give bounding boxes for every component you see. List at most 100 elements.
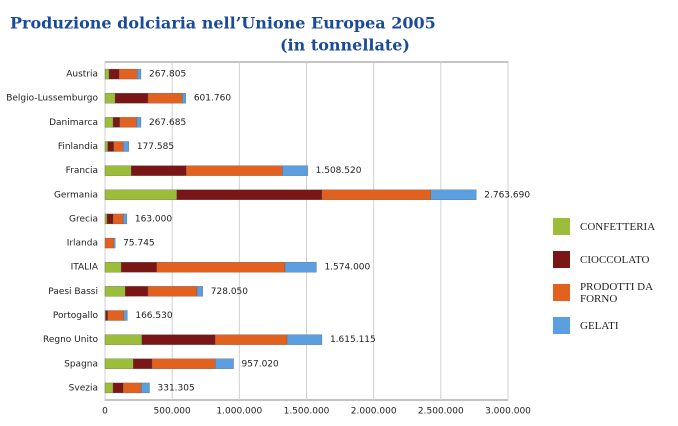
bar-segment	[122, 382, 142, 394]
bar-segment	[104, 93, 116, 104]
bar-segment	[104, 286, 126, 297]
bar-segment	[118, 68, 138, 80]
bar-segment	[105, 310, 108, 321]
x-tick-label: 1.500.000	[284, 407, 330, 417]
bar-segment	[147, 93, 183, 104]
y-tick-label: Irlanda	[67, 239, 98, 249]
x-tick-label: 1.000.000	[216, 407, 262, 417]
y-tick-label: ITALIA	[71, 263, 99, 273]
bar-segment	[123, 310, 128, 321]
bar-segment	[106, 213, 114, 225]
bar-segment	[114, 93, 149, 104]
legend-label: CIOCCOLATO	[580, 253, 650, 266]
bar-segment	[282, 165, 308, 176]
total-label: 728.050	[211, 287, 248, 297]
total-label: 166.530	[135, 311, 172, 321]
bar-segment	[215, 358, 234, 369]
bar-segment	[133, 358, 153, 369]
bar-segment	[113, 141, 124, 152]
legend-item: CONFETTERIA	[553, 210, 678, 243]
bar-segment	[284, 262, 317, 273]
bar-segment	[125, 286, 149, 297]
bar-segment	[119, 117, 137, 128]
bar-segment	[104, 117, 114, 128]
y-tick-label: Finlandia	[58, 142, 98, 152]
bar-segment	[430, 189, 477, 200]
total-label: 163.000	[135, 214, 172, 224]
legend: CONFETTERIA CIOCCOLATO PRODOTTI DA FORNO GE…	[553, 210, 678, 342]
legend-item: GELATI	[553, 309, 678, 342]
y-tick-label: Regno Unito	[43, 335, 98, 345]
bar-segment	[108, 68, 120, 80]
bar-segment	[122, 213, 128, 225]
bar-segment	[286, 334, 323, 345]
bar-segment	[107, 141, 114, 152]
x-tick-label: 3.000.000	[485, 407, 531, 417]
legend-item: PRODOTTI DA FORNO	[553, 276, 678, 309]
y-tick-label: Austria	[66, 70, 98, 80]
bar-segment	[136, 117, 142, 128]
total-label: 957.020	[242, 359, 279, 369]
bar-segment	[104, 165, 132, 176]
y-tick-label: Svezia	[69, 383, 98, 393]
total-label: 2.763.690	[484, 190, 530, 200]
total-label: 1.574.000	[324, 263, 370, 273]
bar-segment	[112, 382, 124, 394]
bar-segment	[141, 334, 216, 345]
x-tick-label: 2.000.000	[351, 407, 397, 417]
total-label: 75.745	[123, 239, 155, 249]
y-tick-label: Spagna	[64, 359, 98, 369]
bar-segment	[156, 262, 286, 273]
total-label: 267.805	[149, 70, 186, 80]
bar-segment	[196, 286, 203, 297]
bar-segment	[104, 382, 114, 394]
bar-segment	[141, 382, 150, 394]
bar-segment	[104, 141, 108, 152]
total-label: 267.685	[149, 118, 186, 128]
legend-label: PRODOTTI DA FORNO	[580, 280, 653, 305]
y-tick-label: Danimarca	[49, 118, 98, 128]
bar-segment	[321, 189, 431, 200]
bar-segment	[104, 213, 108, 225]
total-label: 331.305	[158, 383, 195, 393]
y-tick-label: Germania	[54, 190, 98, 200]
legend-swatch	[553, 218, 570, 235]
bar-segment	[104, 237, 114, 249]
bar-segment	[107, 310, 124, 321]
bar-segment	[112, 213, 124, 225]
legend-label: CONFETTERIA	[580, 220, 656, 233]
chart-subtitle: (in tonnellate)	[280, 36, 410, 55]
bar-segment	[104, 262, 122, 273]
bar-segment	[147, 286, 198, 297]
y-tick-label: Paesi Bassi	[48, 287, 98, 297]
bar-segment	[104, 334, 143, 345]
y-tick-label: Belgio-Lussemburgo	[6, 94, 98, 104]
chart-title: Produzione dolciaria nell’Unione Europea…	[10, 14, 436, 33]
bar-segment	[215, 334, 288, 345]
total-label: 601.760	[194, 94, 231, 104]
legend-swatch	[553, 284, 570, 301]
x-tick-label: 500.000	[154, 407, 191, 417]
total-label: 177.585	[137, 142, 174, 152]
bar-segment	[104, 189, 178, 200]
legend-swatch	[553, 251, 570, 268]
legend-swatch	[553, 317, 570, 334]
x-tick-label: 0	[102, 407, 108, 417]
total-label: 1.508.520	[316, 166, 362, 176]
bar-segment	[137, 68, 142, 80]
bar-segment	[131, 165, 187, 176]
bar-segment	[113, 237, 116, 249]
y-tick-label: Grecia	[69, 214, 98, 224]
y-tick-label: Portogallo	[53, 311, 99, 321]
bar-segment	[176, 189, 323, 200]
bar-segment	[182, 93, 186, 104]
bar-segment	[122, 141, 130, 152]
bar-segment	[104, 358, 134, 369]
x-tick-label: 2.500.000	[418, 407, 464, 417]
bar-segment	[112, 117, 120, 128]
y-tick-label: Francia	[66, 166, 98, 176]
legend-item: CIOCCOLATO	[553, 243, 678, 276]
bar-segment	[104, 68, 110, 80]
